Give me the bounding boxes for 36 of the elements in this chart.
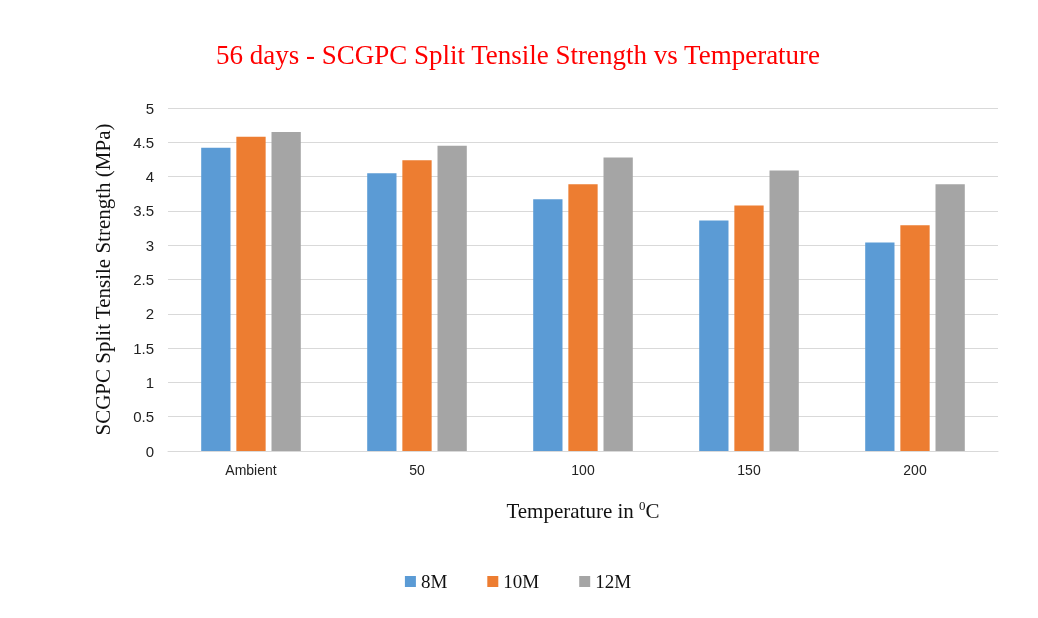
bar xyxy=(271,132,301,451)
y-tick-label: 1 xyxy=(145,373,154,391)
y-tick-label: 0.5 xyxy=(133,408,154,426)
bar xyxy=(367,173,397,451)
y-tick-label: 2.5 xyxy=(133,271,154,288)
bar xyxy=(568,184,598,451)
bar xyxy=(900,225,930,451)
bar xyxy=(236,136,266,451)
x-tick-label: Ambient xyxy=(225,462,277,478)
y-tick-label: 5 xyxy=(145,99,154,117)
legend-label: 10M xyxy=(503,571,540,592)
legend-label: 8M xyxy=(420,571,448,592)
y-tick-label: 3.5 xyxy=(133,202,154,220)
bar xyxy=(437,145,467,451)
y-axis-title: SCGPC Split Tensile Strength (MPa) xyxy=(90,123,115,436)
y-tick-label: 0 xyxy=(145,442,154,460)
bar xyxy=(603,157,633,451)
y-tick-label: 1.5 xyxy=(133,339,154,357)
bar xyxy=(201,147,231,451)
bar xyxy=(935,184,965,451)
bar xyxy=(699,220,729,451)
y-tick-label: 4 xyxy=(145,168,154,186)
chart-title: 56 days - SCGPC Split Tensile Strength vs Temperature xyxy=(215,39,821,70)
y-tick-label: 4.5 xyxy=(133,133,154,151)
bar xyxy=(734,205,764,451)
y-tick-label: 2 xyxy=(145,305,154,323)
bar xyxy=(865,242,895,451)
x-tick-label: 200 xyxy=(903,462,927,478)
bar xyxy=(533,199,563,451)
y-tick-label: 3 xyxy=(145,236,154,254)
x-tick-label: 150 xyxy=(737,462,761,478)
bar xyxy=(769,170,799,451)
x-tick-label: 100 xyxy=(571,462,595,478)
legend-label: 12M xyxy=(595,571,632,592)
x-tick-label: 50 xyxy=(409,462,425,478)
bar xyxy=(402,160,432,451)
